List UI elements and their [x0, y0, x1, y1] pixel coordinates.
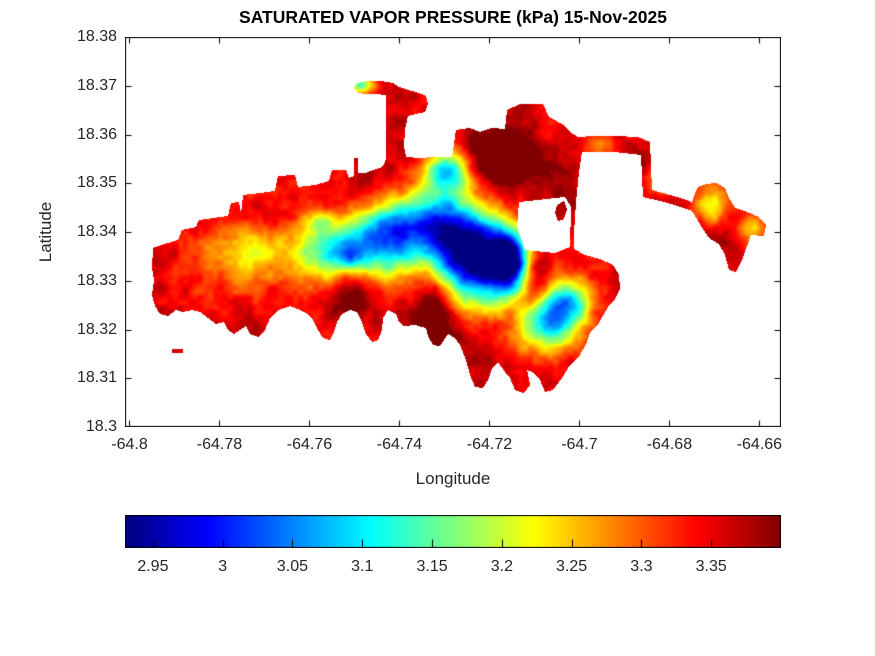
colorbar-tick-label: 3.15 [416, 558, 448, 575]
heatmap-canvas [125, 37, 781, 427]
y-tick-label: 18.31 [76, 369, 117, 387]
colorbar-tick-label: 3.1 [351, 558, 374, 575]
colorbar-canvas [125, 515, 781, 548]
x-tick-label: -64.76 [286, 436, 333, 453]
x-tick-label: -64.78 [196, 436, 243, 453]
x-tick-label: -64.72 [466, 436, 513, 453]
y-tick-label: 18.3 [85, 418, 117, 435]
y-tick-label: 18.33 [76, 271, 117, 289]
colorbar-tick-label: 3.25 [556, 558, 588, 575]
x-tick-label: -64.8 [111, 436, 148, 453]
colorbar-tick-label: 3.35 [695, 558, 727, 575]
y-tick-label: 18.32 [76, 320, 117, 338]
colorbar-tick-label: 2.95 [137, 558, 169, 575]
y-tick-label: 18.34 [76, 223, 117, 240]
x-tick-label: -64.74 [376, 436, 423, 453]
colorbar-tick-label: 3.2 [490, 558, 513, 575]
x-tick-label: -64.66 [736, 436, 783, 453]
x-tick-label: -64.68 [646, 436, 693, 453]
x-tick-label: -64.7 [561, 436, 598, 453]
y-tick-label: 18.37 [76, 76, 117, 94]
y-tick-label: 18.36 [76, 125, 117, 143]
colorbar-tick-label: 3.3 [630, 558, 653, 575]
colorbar-tick-label: 3 [218, 558, 228, 575]
y-tick-label: 18.38 [76, 28, 117, 45]
plot-title: SATURATED VAPOR PRESSURE (kPa) 15-Nov-20… [239, 7, 667, 27]
x-axis-label: Longitude [415, 469, 491, 488]
y-tick-label: 18.35 [76, 174, 117, 192]
colorbar-tick-label: 3.05 [276, 558, 309, 575]
